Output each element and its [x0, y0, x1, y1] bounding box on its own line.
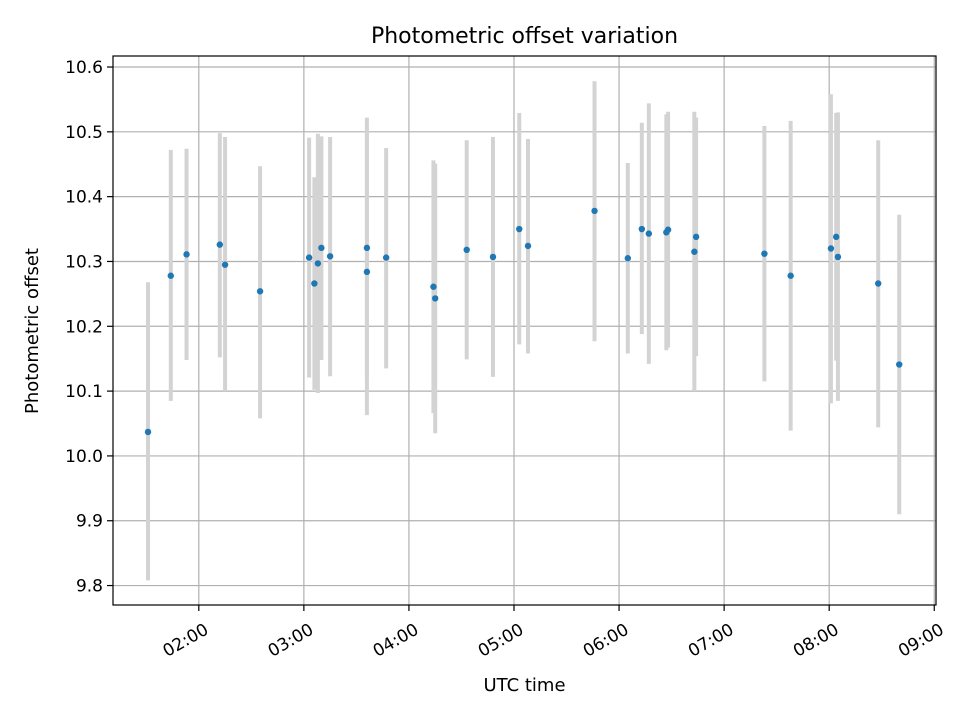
- data-points: [144, 207, 903, 436]
- data-point: [834, 253, 842, 261]
- y-tick-label: 10.0: [65, 447, 103, 467]
- data-point: [311, 280, 318, 287]
- data-point: [382, 254, 390, 261]
- data-point: [314, 260, 322, 267]
- data-point: [216, 241, 224, 248]
- data-point: [645, 230, 653, 237]
- data-point: [326, 253, 334, 260]
- data-point: [896, 361, 903, 368]
- chart-title: Photometric offset variation: [371, 24, 678, 49]
- x-axis-label: UTC time: [483, 675, 565, 696]
- data-point: [761, 250, 768, 257]
- data-point: [144, 428, 152, 436]
- y-tick-label: 10.3: [65, 252, 103, 272]
- data-point: [430, 283, 437, 290]
- data-point: [167, 272, 174, 279]
- y-tick-label: 10.2: [65, 317, 103, 337]
- y-tick-label: 9.9: [76, 512, 103, 532]
- data-point: [516, 225, 523, 233]
- data-point: [431, 295, 439, 302]
- data-point: [318, 244, 325, 252]
- data-point: [524, 242, 532, 250]
- data-point: [363, 244, 371, 252]
- data-point: [256, 288, 264, 295]
- y-axis: 9.8 9.9 10.0 10.1 10.2 10.3 10.4 10.5 10.6: [65, 58, 113, 597]
- y-axis-label: Photometric offset: [22, 248, 43, 414]
- data-point: [463, 246, 470, 254]
- data-point: [691, 248, 698, 255]
- data-point: [305, 254, 313, 261]
- data-point: [875, 280, 882, 287]
- data-point: [363, 268, 371, 276]
- data-point: [221, 261, 229, 268]
- y-tick-label: 10.5: [65, 123, 103, 143]
- data-point: [183, 251, 190, 258]
- data-point: [692, 233, 700, 241]
- data-point: [787, 272, 794, 279]
- data-point: [591, 207, 598, 215]
- data-point: [832, 233, 840, 241]
- data-point: [638, 225, 646, 233]
- y-tick-label: 10.6: [65, 58, 103, 78]
- plot-frame: [112, 55, 937, 606]
- data-point: [827, 245, 835, 252]
- data-point: [489, 253, 497, 261]
- data-point: [624, 255, 632, 262]
- data-point: [664, 226, 672, 233]
- y-tick-label: 10.4: [65, 188, 103, 208]
- y-tick-label: 9.8: [76, 577, 103, 597]
- grid: [113, 56, 936, 605]
- y-tick-label: 10.1: [65, 382, 103, 402]
